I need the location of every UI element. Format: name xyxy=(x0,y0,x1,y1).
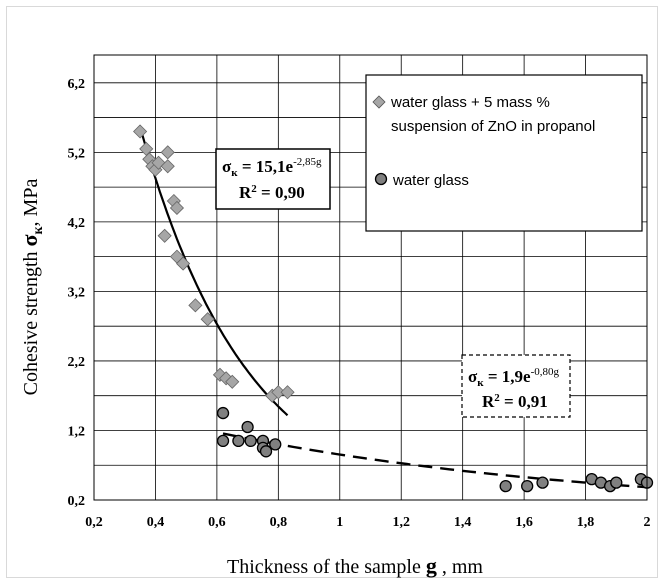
data-point-series-2 xyxy=(610,476,623,489)
data-point-series-2 xyxy=(241,420,254,434)
y-axis-title: Cohesive strength σк, MPa xyxy=(17,179,46,396)
data-point-series-1 xyxy=(157,228,172,243)
data-point-series-1 xyxy=(160,145,175,160)
fit-annotation-1-box xyxy=(215,148,331,210)
data-point-series-1 xyxy=(200,312,215,327)
legend: water glass + 5 mass % suspension of ZnO… xyxy=(365,74,643,232)
x-tick-label: 1,6 xyxy=(515,515,533,530)
legend-series2-label: water glass xyxy=(392,172,469,189)
data-point-series-2 xyxy=(259,445,273,458)
y-tick-label: 6,2 xyxy=(68,77,86,92)
y-tick-labels: 0,2 1,2 2,2 3,2 4,2 5,2 6,2 xyxy=(68,77,86,509)
data-point-series-2 xyxy=(536,476,549,489)
legend-box xyxy=(365,74,643,232)
plot-area-border xyxy=(93,54,648,501)
legend-series1-line1: water glass + 5 mass % xyxy=(390,94,550,111)
x-tick-label: 1,2 xyxy=(392,515,410,530)
x-tick-labels: 0,2 0,4 0,6 0,8 1 1,2 1,4 1,6 1,8 2 xyxy=(85,515,650,530)
data-point-series-1 xyxy=(160,159,175,174)
data-point-series-1 xyxy=(139,141,154,156)
y-tick-label: 2,2 xyxy=(68,355,86,370)
fit-equation-2: σк = 1,9e-0,80g xyxy=(468,366,559,389)
data-point-series-2 xyxy=(232,434,245,448)
data-point-series-1 xyxy=(169,200,185,216)
data-point-series-1 xyxy=(280,385,295,400)
fit-curve-series-2 xyxy=(222,432,648,489)
fit-r2-1: R2 = 0,90 xyxy=(239,183,305,202)
data-point-series-1 xyxy=(225,374,240,389)
fit-r2-2: R2 = 0,91 xyxy=(482,392,548,411)
fit-annotation-2: σк = 1,9e-0,80g R2 = 0,91 xyxy=(461,354,571,418)
chart-frame xyxy=(6,6,658,578)
legend-circle-marker xyxy=(374,172,388,186)
x-axis-title: Thickness of the sample g , mm xyxy=(227,553,483,578)
y-tick-label: 4,2 xyxy=(68,216,86,231)
data-point-series-2 xyxy=(499,479,512,493)
data-point-series-2 xyxy=(244,434,257,448)
x-tick-label: 0,8 xyxy=(270,515,288,530)
data-point-series-2 xyxy=(216,406,230,420)
data-point-series-2 xyxy=(521,479,534,493)
fit-annotation-2-box xyxy=(461,354,571,418)
y-tick-label: 0,2 xyxy=(68,494,86,509)
data-points xyxy=(133,124,654,493)
y-tick-label: 5,2 xyxy=(68,146,86,161)
x-tick-label: 0,6 xyxy=(208,515,226,530)
data-point-series-2 xyxy=(269,438,282,451)
legend-diamond-marker xyxy=(372,95,386,109)
y-tick-label: 3,2 xyxy=(68,285,86,300)
y-tick-label: 1,2 xyxy=(68,424,86,439)
x-tick-label: 0,2 xyxy=(85,515,103,530)
x-tick-label: 1,4 xyxy=(454,515,472,530)
fit-annotation-1: σк = 15,1e-2,85g R2 = 0,90 xyxy=(215,148,331,210)
fit-equation-1: σк = 15,1e-2,85g xyxy=(222,156,322,179)
legend-series1-line2: suspension of ZnO in propanol xyxy=(391,118,595,135)
data-point-series-2 xyxy=(216,434,230,448)
data-point-series-1 xyxy=(176,256,191,271)
data-point-series-1 xyxy=(188,298,203,313)
data-point-series-1 xyxy=(133,124,148,139)
x-tick-label: 0,4 xyxy=(147,515,165,530)
x-tick-label: 2 xyxy=(644,515,651,530)
x-tick-label: 1 xyxy=(336,515,343,530)
x-tick-label: 1,8 xyxy=(577,515,595,530)
